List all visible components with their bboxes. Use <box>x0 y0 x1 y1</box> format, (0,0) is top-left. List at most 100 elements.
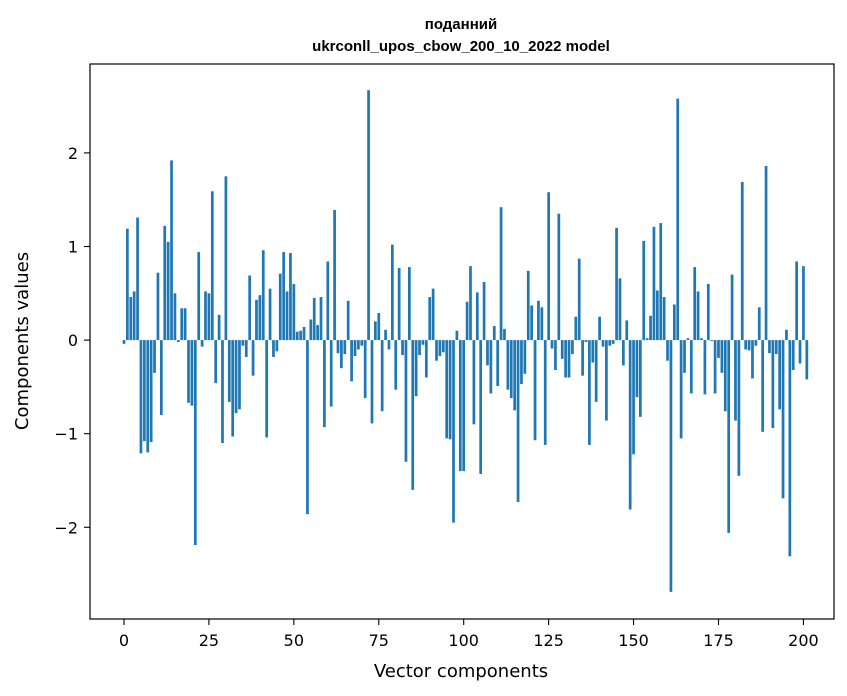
bar-195 <box>785 329 788 341</box>
bar-25 <box>207 293 211 341</box>
bar-155 <box>649 315 652 341</box>
bar-186 <box>754 340 758 346</box>
bar-17 <box>180 308 184 341</box>
x-tick-label: 100 <box>448 631 479 650</box>
bar-20 <box>190 340 194 406</box>
bar-104 <box>475 292 479 341</box>
bar-178 <box>727 340 731 533</box>
bar-129 <box>560 340 564 359</box>
bar-149 <box>628 340 632 510</box>
bar-197 <box>791 340 795 371</box>
bar-66 <box>346 300 350 341</box>
bar-3 <box>132 291 136 341</box>
bar-77 <box>384 329 387 341</box>
bar-103 <box>472 340 476 425</box>
bar-36 <box>244 340 248 357</box>
bar-34 <box>238 340 241 410</box>
y-tick-label: 0 <box>68 331 78 350</box>
bar-190 <box>768 340 771 354</box>
bar-89 <box>424 340 428 378</box>
bar-161 <box>669 340 673 592</box>
bar-183 <box>744 340 748 350</box>
bar-62 <box>333 210 336 341</box>
bar-88 <box>421 340 425 345</box>
bar-65 <box>343 340 347 355</box>
bar-113 <box>506 340 510 390</box>
bar-125 <box>547 192 550 341</box>
bars-group <box>122 90 809 592</box>
bar-191 <box>771 340 775 429</box>
bar-114 <box>509 340 513 399</box>
bar-40 <box>258 295 262 341</box>
bar-134 <box>577 258 581 341</box>
bar-169 <box>696 291 700 341</box>
bar-73 <box>370 340 374 424</box>
chart-title-line2: ukrconll_upos_cbow_200_10_2022 model <box>312 38 610 55</box>
bar-151 <box>635 340 639 398</box>
bar-67 <box>350 340 353 382</box>
bar-78 <box>387 340 391 350</box>
bar-187 <box>757 307 761 341</box>
bar-108 <box>489 340 493 394</box>
bar-79 <box>390 244 394 341</box>
bar-2 <box>129 297 133 341</box>
bar-90 <box>428 297 432 341</box>
y-axis-ticks: −2 −1 0 1 2 <box>54 144 90 537</box>
bar-69 <box>357 340 360 350</box>
y-tick-label: 2 <box>68 144 78 163</box>
bar-109 <box>492 326 496 341</box>
bar-167 <box>689 340 693 394</box>
bar-82 <box>401 340 404 356</box>
bar-29 <box>221 340 224 444</box>
bar-107 <box>486 340 489 366</box>
y-tick-label: −1 <box>54 425 78 444</box>
bar-94 <box>441 340 445 353</box>
x-tick-label: 150 <box>618 631 649 650</box>
bar-76 <box>380 340 384 412</box>
bar-72 <box>367 90 370 341</box>
bar-170 <box>700 338 703 341</box>
bar-117 <box>520 340 523 385</box>
bar-22 <box>197 252 201 341</box>
bar-71 <box>363 340 367 399</box>
bar-131 <box>567 340 571 378</box>
bar-35 <box>241 340 245 346</box>
bar-16 <box>176 340 180 342</box>
bar-179 <box>730 274 734 341</box>
bar-194 <box>781 340 785 499</box>
bar-198 <box>795 261 798 341</box>
bar-47 <box>282 252 286 341</box>
bar-31 <box>227 340 231 402</box>
bar-21 <box>193 340 197 546</box>
bar-154 <box>645 338 649 341</box>
bar-39 <box>255 299 258 341</box>
bar-97 <box>452 340 455 523</box>
bar-156 <box>652 226 656 341</box>
bar-92 <box>435 340 438 361</box>
bar-42 <box>265 340 269 438</box>
bar-160 <box>666 340 669 361</box>
bar-12 <box>163 225 167 341</box>
bar-86 <box>414 340 418 397</box>
bar-55 <box>309 319 313 341</box>
bar-127 <box>554 340 557 371</box>
bar-136 <box>584 340 588 342</box>
x-axis-ticks: 0 25 50 75 100 125 150 175 200 <box>119 619 819 650</box>
bar-106 <box>482 282 486 341</box>
bar-23 <box>200 340 204 347</box>
bar-98 <box>455 330 459 341</box>
bar-157 <box>655 290 659 341</box>
bar-28 <box>217 314 221 341</box>
bar-52 <box>299 330 302 341</box>
bar-174 <box>713 340 717 394</box>
bar-130 <box>564 340 567 378</box>
bar-142 <box>605 340 608 421</box>
bar-185 <box>751 340 754 379</box>
chart-title-line1: поданний <box>425 16 497 33</box>
bar-196 <box>788 340 792 557</box>
bar-56 <box>312 297 316 341</box>
bar-135 <box>581 340 584 376</box>
bar-95 <box>445 340 449 439</box>
